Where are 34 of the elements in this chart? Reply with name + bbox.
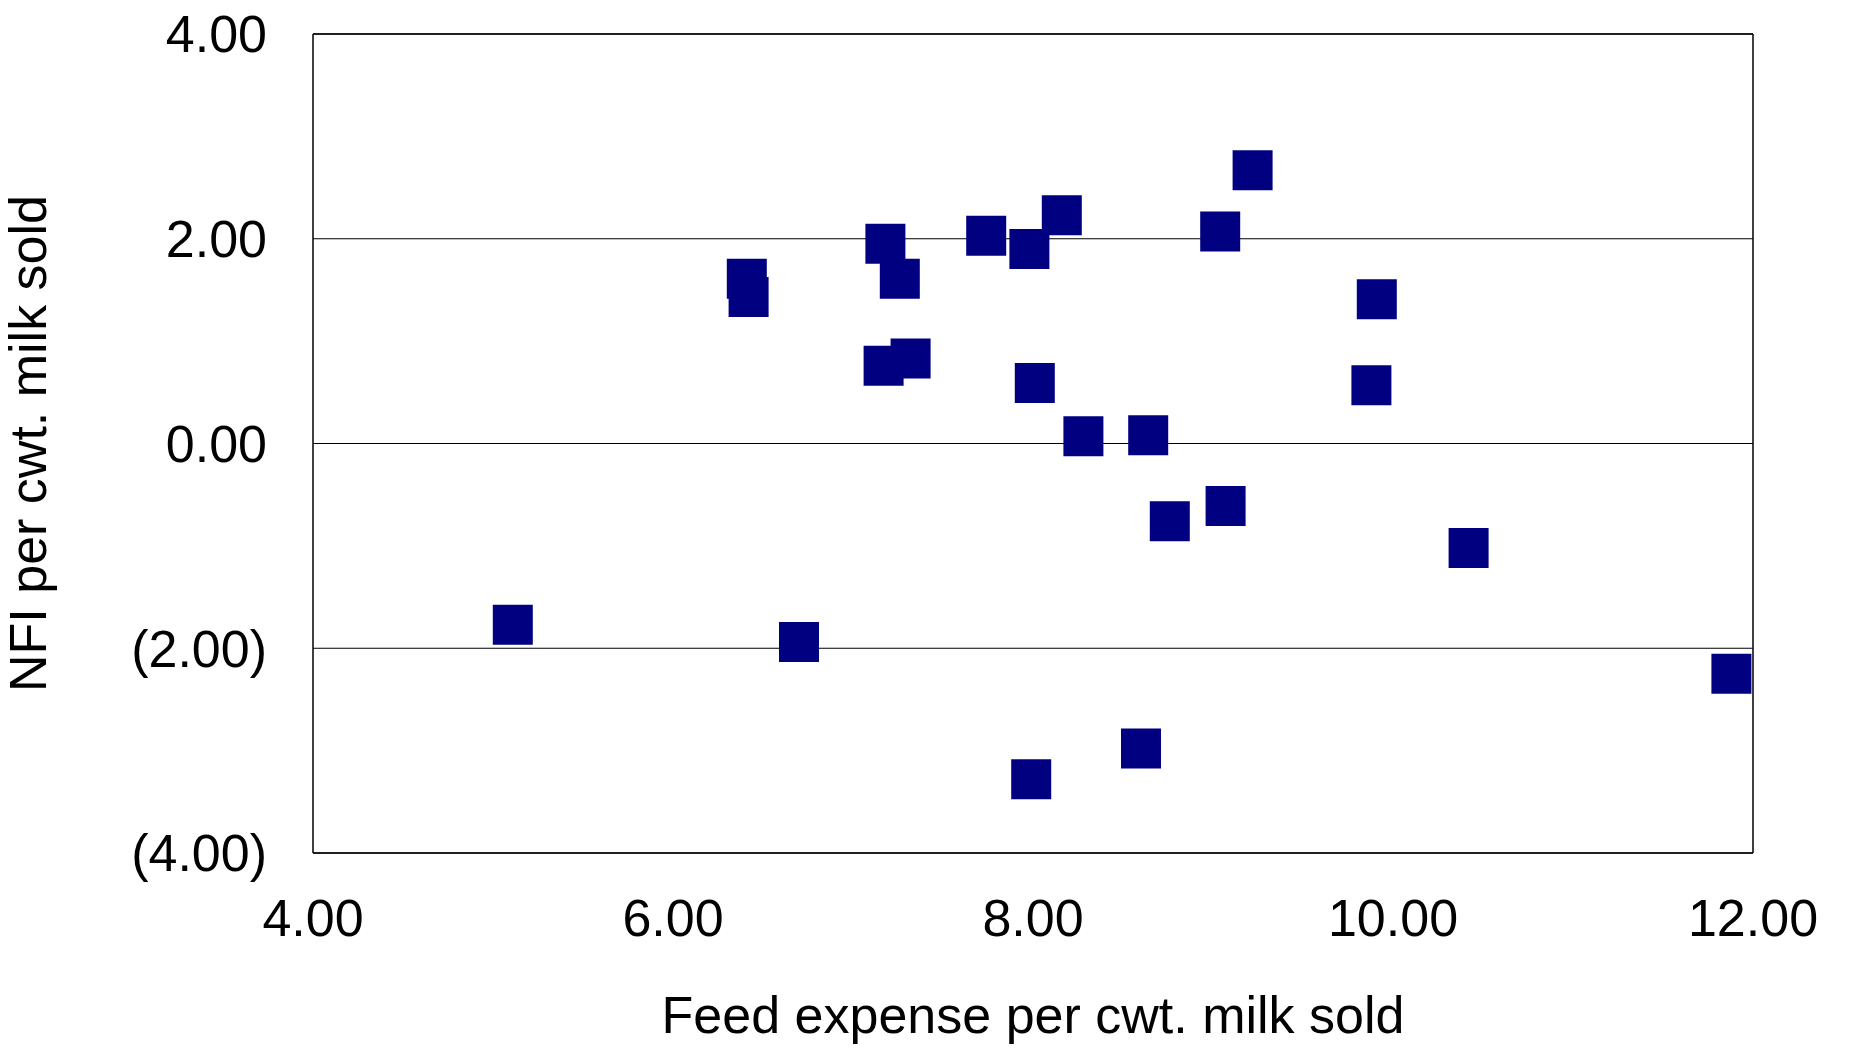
x-tick-label: 4.00 (262, 888, 364, 947)
point (1356, 279, 1397, 320)
point (1200, 211, 1241, 252)
point (1149, 501, 1190, 542)
point (879, 258, 920, 299)
x-tick-label: 6.00 (622, 888, 724, 947)
point (1205, 485, 1246, 526)
point (1063, 416, 1104, 457)
point (728, 277, 769, 318)
point (1232, 150, 1273, 191)
point (1351, 365, 1392, 406)
point (1121, 728, 1161, 769)
point (966, 215, 1007, 256)
x-tick-label: 8.00 (982, 888, 1084, 947)
y-axis-title: NFI per cwt. milk sold (0, 195, 58, 692)
y-tick-label: (2.00) (131, 619, 267, 678)
point (1711, 653, 1752, 694)
point (1041, 195, 1082, 236)
point (779, 622, 819, 663)
point (1011, 759, 1052, 800)
y-tick-label: (4.00) (131, 824, 267, 883)
point (1014, 363, 1055, 404)
point (1009, 228, 1050, 269)
point (1448, 527, 1489, 568)
point (492, 604, 533, 645)
x-tick-label: 10.00 (1327, 888, 1459, 947)
y-tick-label: 4.00 (165, 5, 267, 64)
point (1128, 415, 1169, 456)
x-tick-label: 12.00 (1687, 888, 1819, 947)
y-tick-label: 2.00 (165, 210, 267, 269)
point (865, 223, 906, 264)
x-axis-title: Feed expense per cwt. milk sold (661, 986, 1405, 1044)
point (890, 338, 931, 379)
y-tick-label: 0.00 (165, 414, 267, 473)
